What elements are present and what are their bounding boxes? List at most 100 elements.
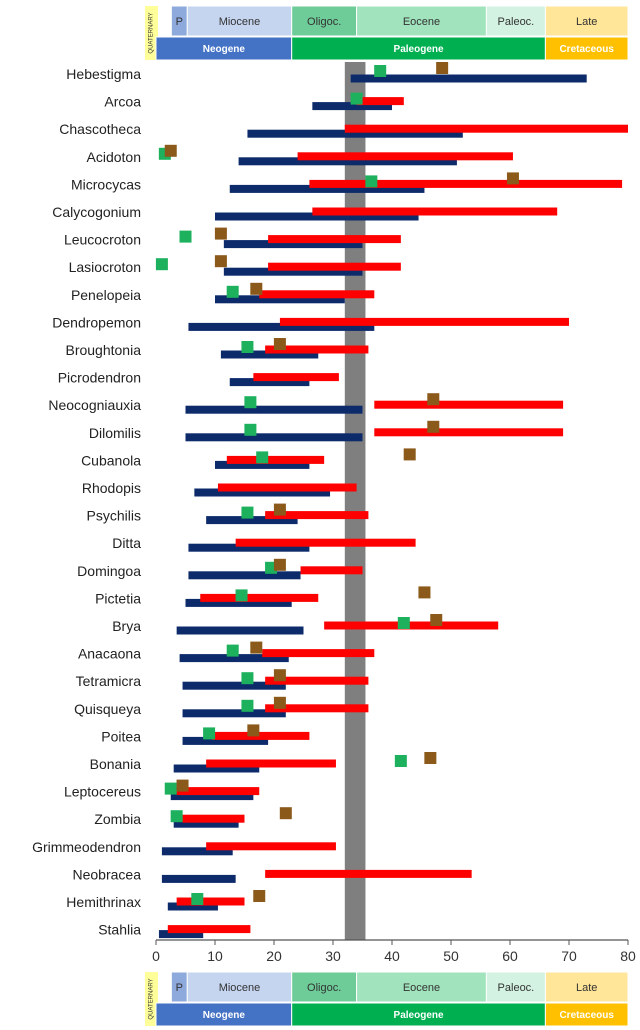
taxon-label: Cubanola [81, 452, 141, 468]
green-marker [241, 341, 254, 353]
red-range-bar [268, 262, 401, 271]
x-tick-label: 50 [443, 948, 459, 964]
epoch-label: Paleoc. [498, 982, 535, 994]
red-range-bar [374, 428, 564, 437]
epoch-cell [544, 5, 629, 37]
taxon-label: Hemithrinax [66, 894, 141, 910]
green-marker [226, 644, 239, 657]
taxon-label: Chascotheca [59, 121, 141, 137]
red-range-bar [374, 400, 564, 409]
red-range-bar [356, 97, 404, 106]
green-marker [155, 258, 168, 271]
blue-range-bar [170, 792, 254, 801]
green-marker [244, 396, 257, 409]
epoch-label: Miocene [219, 16, 261, 28]
taxon-label: Tetramicra [76, 673, 142, 689]
blue-range-bar [220, 350, 319, 359]
taxon-label: Psychilis [87, 508, 141, 524]
blue-range-bar [215, 212, 419, 221]
epoch-label: Eocene [403, 982, 440, 994]
quaternary-cell [145, 972, 158, 1026]
taxon-label: Poitea [101, 728, 141, 744]
taxon-label: Pictetia [95, 590, 141, 606]
green-marker [374, 65, 387, 77]
blue-range-bar [215, 295, 345, 304]
x-tick-label: 10 [207, 948, 223, 964]
brown-marker [430, 614, 443, 626]
taxon-label: Ditta [112, 535, 141, 551]
epoch-label: Eocene [403, 16, 440, 28]
brown-marker [176, 779, 189, 792]
blue-range-bar [194, 488, 331, 497]
green-marker [365, 175, 378, 188]
green-marker [179, 230, 192, 243]
blue-range-bar [238, 157, 457, 166]
blue-range-bar [161, 874, 236, 883]
taxon-label: Brya [112, 618, 141, 634]
taxon-label: Zombia [94, 811, 141, 827]
epoch-label: Late [576, 16, 597, 28]
brown-marker [418, 586, 431, 599]
period-cell [544, 36, 629, 61]
brown-marker [214, 227, 227, 240]
taxon-label: Dilomilis [89, 425, 141, 441]
blue-range-bar [247, 129, 463, 138]
highlight-band [344, 62, 366, 940]
green-marker [241, 672, 254, 685]
green-marker [350, 92, 363, 105]
green-marker [203, 727, 216, 740]
red-range-bar [200, 593, 319, 602]
red-range-bar [312, 207, 558, 216]
taxon-label: Stahlia [98, 922, 141, 938]
blue-range-bar [173, 819, 239, 828]
taxon-label: Leucocroton [64, 232, 141, 248]
green-marker [256, 451, 269, 464]
taxon-label: Leptocereus [64, 784, 141, 800]
taxon-label: Bonania [90, 756, 142, 772]
brown-marker [427, 420, 440, 433]
epoch-label: Oligoc. [307, 982, 341, 994]
brown-marker [273, 338, 286, 350]
taxon-label: Penelopeia [71, 287, 141, 303]
x-tick-label: 20 [266, 948, 282, 964]
red-range-bar [253, 373, 339, 382]
top-timescale: QUATERNARY P Miocene Oligoc. Eocene Paleoc. La… [145, 5, 629, 61]
red-range-bar [176, 787, 260, 796]
red-range-bar [297, 152, 513, 161]
x-tick-label: 70 [561, 948, 577, 964]
bars-layer [155, 62, 628, 939]
period-label: Neogene [203, 44, 246, 55]
taxon-label: Arcoa [104, 94, 141, 110]
taxon-label: Picrodendron [58, 370, 141, 386]
brown-marker [506, 172, 519, 185]
blue-range-bar [176, 626, 304, 635]
blue-range-bar [182, 681, 286, 690]
red-range-bar [262, 649, 375, 658]
red-range-bar [268, 235, 401, 244]
red-range-bar [265, 704, 369, 713]
brown-marker [250, 641, 263, 654]
green-marker [244, 423, 257, 436]
period-label: Paleogene [394, 44, 444, 55]
epoch-label: Paleoc. [498, 16, 535, 28]
brown-marker [403, 448, 416, 461]
brown-marker [273, 503, 286, 516]
red-range-bar [300, 566, 363, 575]
blue-range-bar [188, 322, 375, 331]
blue-range-bar [179, 654, 289, 663]
brown-marker [273, 669, 286, 682]
epoch-cell [356, 971, 487, 1003]
taxon-label: Anacaona [78, 646, 141, 662]
epoch-cell [485, 5, 546, 37]
epoch-label: Oligoc. [307, 16, 341, 28]
blue-range-bar [188, 571, 301, 580]
x-tick-label: 60 [502, 948, 518, 964]
x-tick-label: 30 [325, 948, 341, 964]
red-range-bar [344, 124, 628, 133]
red-range-bar [235, 538, 416, 547]
brown-marker [214, 255, 227, 268]
green-marker [170, 810, 183, 823]
epoch-cell [544, 971, 629, 1003]
blue-range-bar [161, 847, 233, 856]
blue-range-bar [350, 74, 587, 83]
